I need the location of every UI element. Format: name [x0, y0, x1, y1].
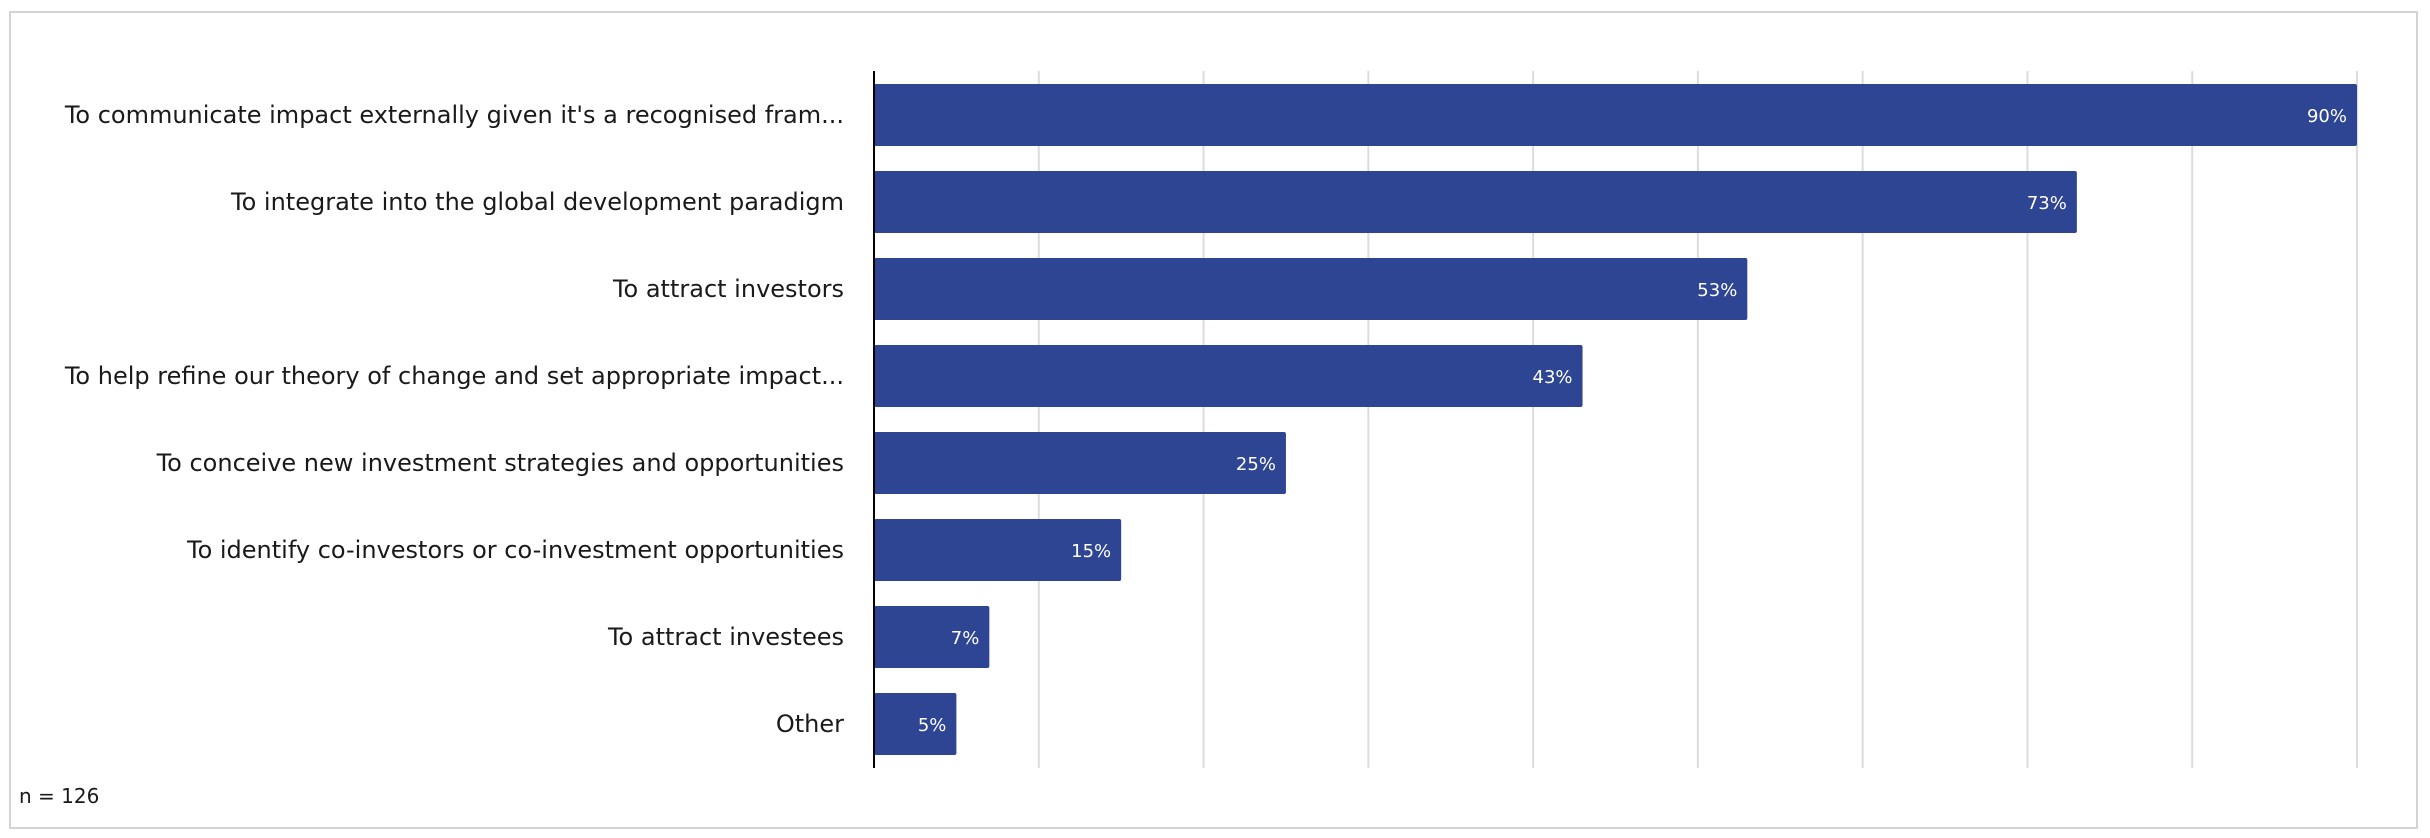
chart-frame: [9, 11, 2418, 829]
bar: [874, 84, 2357, 146]
data-label: 15%: [1071, 541, 1111, 562]
category-label: To integrate into the global development…: [230, 188, 844, 216]
bar: [874, 171, 2077, 233]
category-label: Other: [776, 710, 844, 738]
category-labels: To communicate impact externally given i…: [64, 101, 844, 738]
category-label: To attract investees: [607, 623, 844, 651]
data-label: 25%: [1236, 454, 1276, 475]
data-label: 7%: [951, 628, 980, 649]
bar: [874, 606, 990, 668]
data-label: 43%: [1533, 367, 1573, 388]
data-label: 53%: [1697, 280, 1737, 301]
bar: [874, 258, 1748, 320]
bar: [874, 693, 957, 755]
sample-size-note: n = 126: [19, 784, 100, 808]
bar: [874, 432, 1286, 494]
category-label: To attract investors: [612, 275, 844, 303]
category-label: To conceive new investment strategies an…: [156, 449, 844, 477]
data-label: 5%: [918, 715, 947, 736]
bars: 90% 73% 53% 43% 25% 15% 7% 5%: [874, 84, 2357, 755]
bar: [874, 519, 1122, 581]
data-label: 90%: [2307, 106, 2347, 127]
data-label: 73%: [2027, 193, 2067, 214]
category-label: To communicate impact externally given i…: [64, 101, 844, 129]
category-label: To help refine our theory of change and …: [64, 362, 844, 390]
category-label: To identify co-investors or co-investmen…: [186, 536, 844, 564]
bar: [874, 345, 1583, 407]
